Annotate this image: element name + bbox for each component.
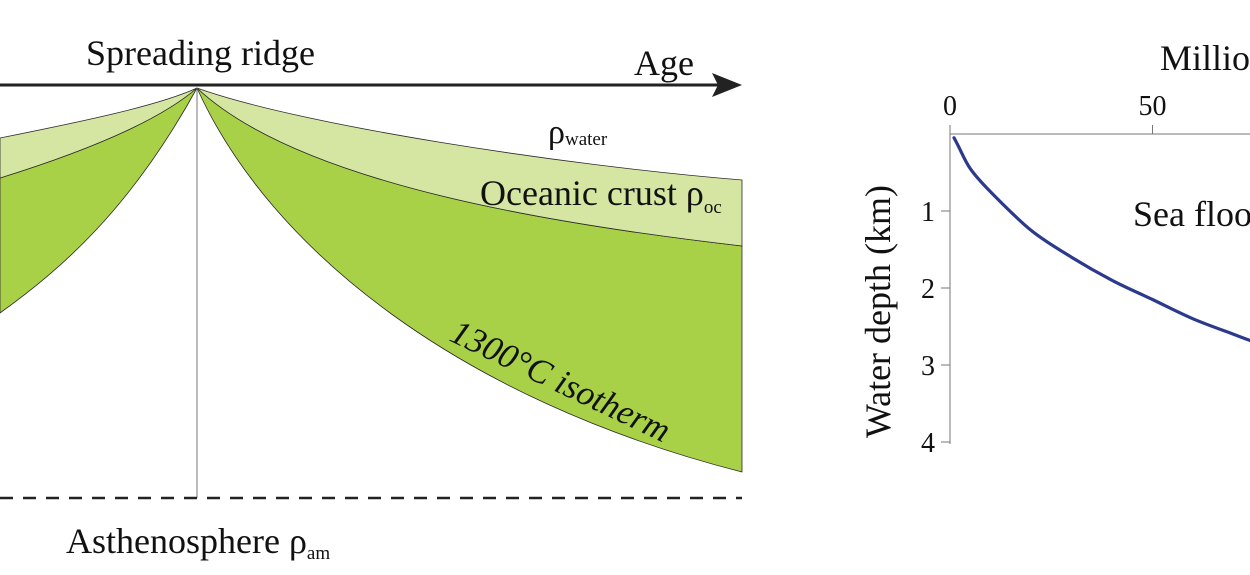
age-label: Age [634,43,694,83]
oceanic-crust-right [196,87,743,247]
y-tick-label: 1 [921,197,935,228]
crust-sub: oc [704,197,722,218]
y-tick-label: 4 [921,428,935,459]
crust-label: Oceanic crust ρoc [480,173,722,218]
crust-text: Oceanic crust ρ [480,173,704,213]
y-ticks: 1 2 3 4 [921,197,950,459]
asthenosphere-sub: am [307,543,330,564]
curve-label: Sea floo [1133,194,1250,234]
y-tick-label: 2 [921,274,935,305]
ridge-diagram: Spreading ridge Age ρwater Oceanic crust… [0,33,743,564]
ridge-label: Spreading ridge [86,33,315,73]
x-tick-label: 50 [1139,91,1167,122]
chart-title: Millio [1160,38,1250,78]
water-density-label: ρwater [548,114,608,151]
oceanic-crust-left [0,87,198,179]
x-tick-label: 0 [943,91,957,122]
water-rho: ρ [548,114,565,151]
water-sub: water [565,129,608,150]
asthenosphere-label: Asthenosphere ρam [66,521,330,564]
x-ticks: 0 50 [943,91,1167,134]
y-tick-label: 3 [921,351,935,382]
depth-curve [952,136,1250,343]
y-axis-label: Water depth (km) [858,185,898,438]
asthenosphere-text: Asthenosphere ρ [66,521,307,561]
depth-chart: 0 50 1 2 3 4 Millio Water depth (km) Sea flo… [858,38,1250,459]
age-arrow-head [712,73,742,97]
